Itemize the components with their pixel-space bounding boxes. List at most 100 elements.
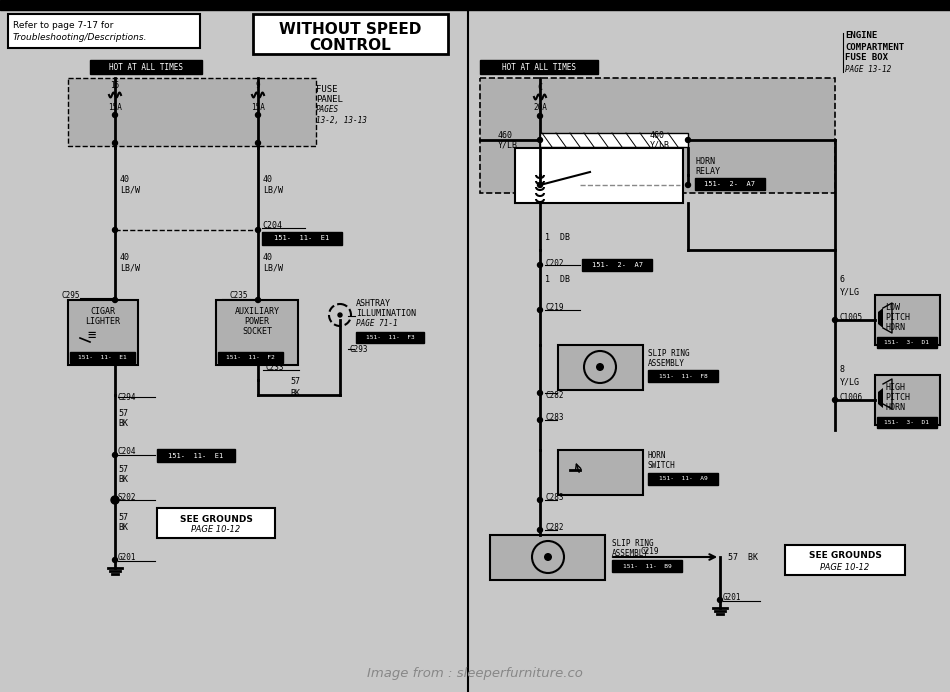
Text: BK: BK [118,522,128,531]
Bar [612,560,682,572]
Text: 57: 57 [290,378,300,387]
Text: SLIP RING: SLIP RING [648,349,690,358]
Bar [480,60,598,74]
Text: 460: 460 [650,131,665,140]
Text: C293: C293 [350,345,369,354]
Circle shape [338,313,342,317]
Text: C283: C283 [545,414,563,423]
Text: C219: C219 [640,547,659,556]
Circle shape [538,262,542,268]
Text: BK: BK [118,419,128,428]
Text: Y/LG: Y/LG [840,378,860,387]
Text: RELAY: RELAY [695,167,720,176]
Text: C1005: C1005 [840,313,864,322]
Bar [877,417,937,428]
Text: G201: G201 [723,594,742,603]
Text: SEE GROUNDS: SEE GROUNDS [808,552,882,561]
Text: LB/W: LB/W [120,264,140,273]
Text: PANEL: PANEL [316,95,343,104]
Circle shape [538,417,542,423]
Bar [8,14,200,48]
Text: C282: C282 [545,390,563,399]
Text: 20A: 20A [533,104,547,113]
Text: FUSE BOX: FUSE BOX [845,53,888,62]
Text: 460: 460 [498,131,513,140]
Text: HIGH: HIGH [885,383,905,392]
Text: 15A: 15A [251,102,265,111]
Bar [875,375,940,425]
Text: AUXILIARY: AUXILIARY [235,307,279,316]
Bar [68,300,138,365]
Text: C283: C283 [545,493,563,502]
Text: PAGE 10-12: PAGE 10-12 [821,563,869,572]
Text: WITHOUT SPEED: WITHOUT SPEED [278,23,421,37]
Text: LB/W: LB/W [120,185,140,194]
Text: 151-  2-  A7: 151- 2- A7 [592,262,642,268]
Text: SEE GROUNDS: SEE GROUNDS [180,514,253,524]
Text: FUSE: FUSE [316,86,337,95]
Circle shape [112,113,118,118]
Text: 13-2, 13-13: 13-2, 13-13 [316,116,367,125]
Bar [490,535,605,580]
Text: ASHTRAY: ASHTRAY [356,298,391,307]
Circle shape [544,553,552,561]
Circle shape [686,183,691,188]
Text: ILLUMINATION: ILLUMINATION [356,309,416,318]
Circle shape [112,558,118,563]
Text: ≡: ≡ [87,328,96,342]
Text: C219: C219 [545,304,563,313]
Text: 151-  3-  D1: 151- 3- D1 [884,420,929,425]
Text: BK: BK [290,390,300,399]
Circle shape [256,228,260,233]
Circle shape [538,390,542,396]
Text: PITCH: PITCH [885,313,910,322]
Text: HORN: HORN [695,158,715,167]
Bar [875,295,940,345]
Text: Troubleshooting/Descriptions.: Troubleshooting/Descriptions. [13,33,147,42]
Bar [515,148,683,203]
Circle shape [538,138,542,143]
Text: S202: S202 [118,493,137,502]
Text: 15: 15 [110,82,120,91]
Text: C: C [538,84,542,93]
Text: 151-  11-  B9: 151- 11- B9 [622,563,672,569]
Polygon shape [878,308,883,328]
Text: Y/LB: Y/LB [650,140,670,149]
Text: 1  DB: 1 DB [545,233,570,242]
Text: Refer to page 7-17 for: Refer to page 7-17 for [13,21,113,30]
Text: PITCH: PITCH [885,394,910,403]
Text: SWITCH: SWITCH [648,462,675,471]
Text: C204: C204 [118,448,137,457]
Bar [785,545,905,575]
Text: 151-  3-  D1: 151- 3- D1 [884,340,929,345]
Text: C294: C294 [118,394,137,403]
Text: C233: C233 [265,363,283,372]
Text: C295: C295 [62,291,80,300]
Text: PAGE 10-12: PAGE 10-12 [191,525,240,534]
Bar [480,78,835,193]
Text: 57: 57 [118,513,128,522]
Text: 9: 9 [256,82,260,91]
Bar [70,352,135,363]
Text: CIGAR: CIGAR [90,307,116,316]
Text: 57: 57 [118,466,128,475]
Text: CONTROL: CONTROL [309,37,390,53]
Circle shape [256,140,260,145]
Text: 151-  11-  E1: 151- 11- E1 [168,453,223,459]
Circle shape [596,363,604,371]
Text: LB/W: LB/W [263,264,283,273]
Bar [695,178,765,190]
Text: C282: C282 [545,524,563,533]
Circle shape [112,298,118,302]
Circle shape [111,496,119,504]
Text: PAGE 13-12: PAGE 13-12 [845,64,891,73]
Text: HOT AT ALL TIMES: HOT AT ALL TIMES [109,62,183,71]
Text: 1  DB: 1 DB [545,275,570,284]
Text: COMPARTMENT: COMPARTMENT [845,42,904,51]
Text: LOW: LOW [885,304,900,313]
Bar [157,508,275,538]
Text: ENGINE: ENGINE [845,32,877,41]
Text: 40: 40 [120,253,130,262]
Bar [90,60,202,74]
Text: LIGHTER: LIGHTER [86,318,121,327]
